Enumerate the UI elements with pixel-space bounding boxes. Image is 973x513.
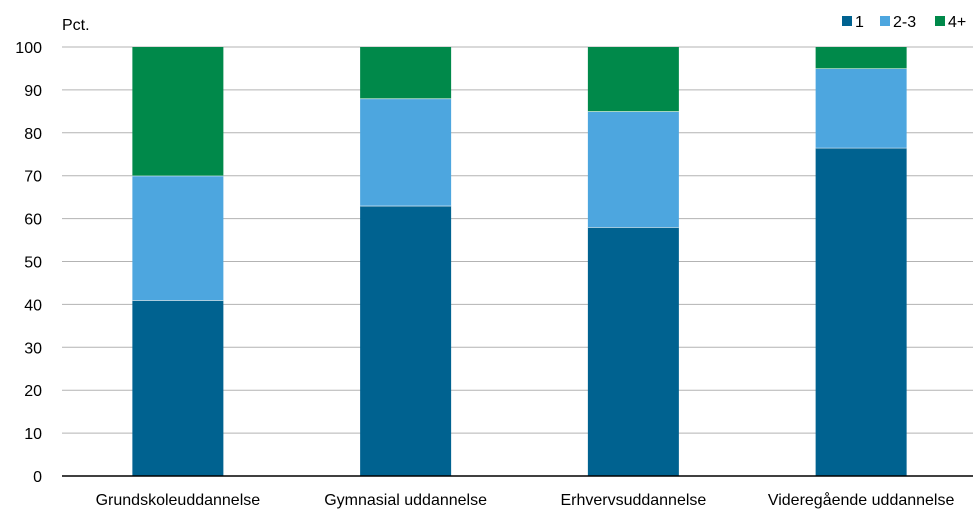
legend-label: 1 [855,14,864,31]
bar-segment-1 [132,300,224,476]
y-tick-label: 10 [24,426,42,443]
legend: 1 2-3 4+ [842,14,966,31]
y-tick-label: 50 [24,255,42,272]
bar-segment-2-3 [587,111,679,228]
y-tick-label: 20 [24,383,42,400]
legend-label: 2-3 [893,14,916,31]
x-axis-ticks: Grundskoleuddannelse Gymnasial uddannelse… [96,491,955,509]
x-tick-label: Grundskoleuddannelse [96,492,261,509]
y-tick-label: 100 [15,40,42,57]
legend-swatch-4+ [935,16,945,26]
x-tick-label: Videregående uddannelse [768,491,955,509]
bar-segment-4+ [360,47,452,99]
y-tick-label: 60 [24,212,42,229]
bar-segment-4+ [815,47,907,69]
bar-segment-4+ [587,47,679,112]
bar-segment-1 [360,205,452,477]
bar-segment-1 [815,147,907,476]
legend-swatch-1 [842,16,852,26]
bar-segment-4+ [132,47,224,176]
y-tick-label: 30 [24,340,42,357]
legend-swatch-2-3 [880,16,890,26]
bar-segment-2-3 [360,98,452,206]
y-tick-label: 40 [24,297,42,314]
y-tick-label: 90 [24,83,42,100]
y-tick-label: 80 [24,126,42,143]
y-tick-label: 0 [33,469,42,486]
x-tick-label: Erhvervsuddannelse [560,492,706,509]
bar-segment-1 [587,227,679,476]
y-tick-label: 70 [24,169,42,186]
y-axis-ticks: 0 10 20 30 40 50 60 70 80 90 100 [15,40,42,486]
bars [132,47,907,477]
bar-segment-2-3 [815,68,907,148]
x-tick-label: Gymnasial uddannelse [324,492,487,509]
y-axis-label: Pct. [62,17,90,34]
bar-segment-2-3 [132,175,224,301]
legend-label: 4+ [948,14,966,31]
